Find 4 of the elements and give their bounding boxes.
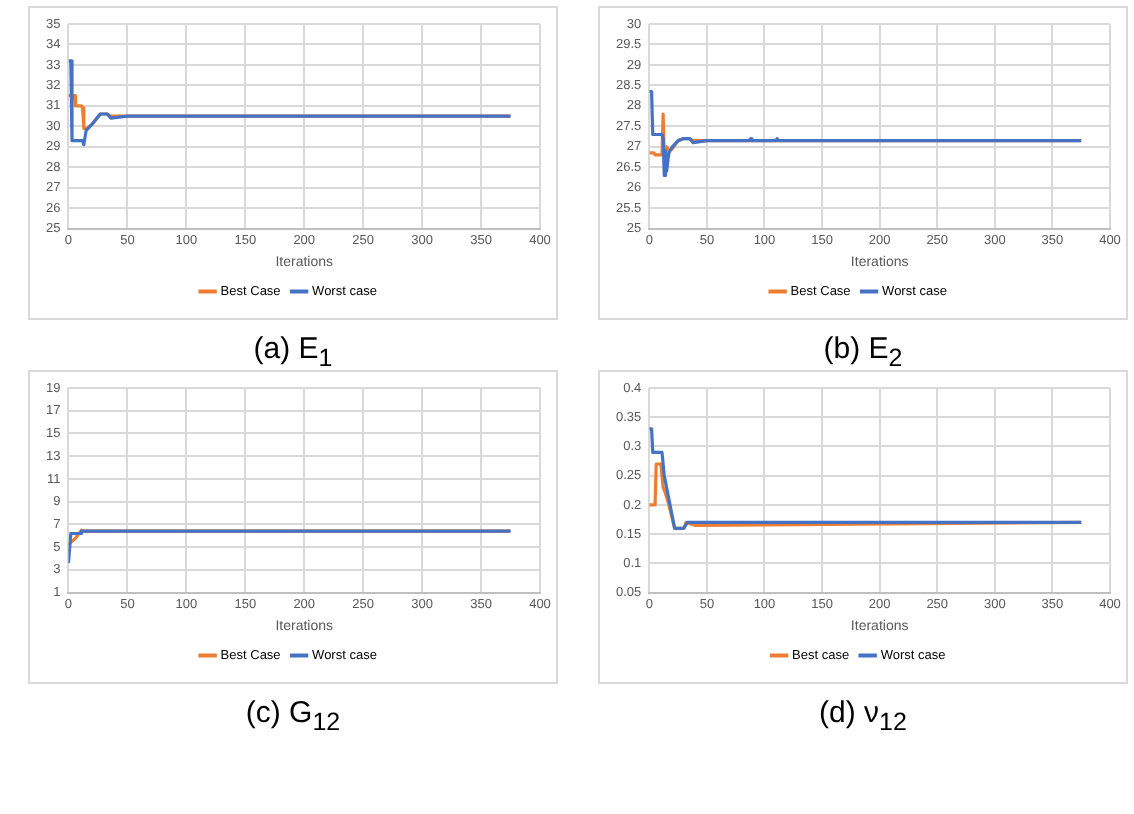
text: (a) E$_{1}$ xyxy=(251,332,335,372)
text: (d) ν$_{12}$ xyxy=(817,696,909,736)
text: (c) G$_{12}$ xyxy=(243,696,343,736)
text: (b) E$_{2}$ xyxy=(821,332,905,372)
